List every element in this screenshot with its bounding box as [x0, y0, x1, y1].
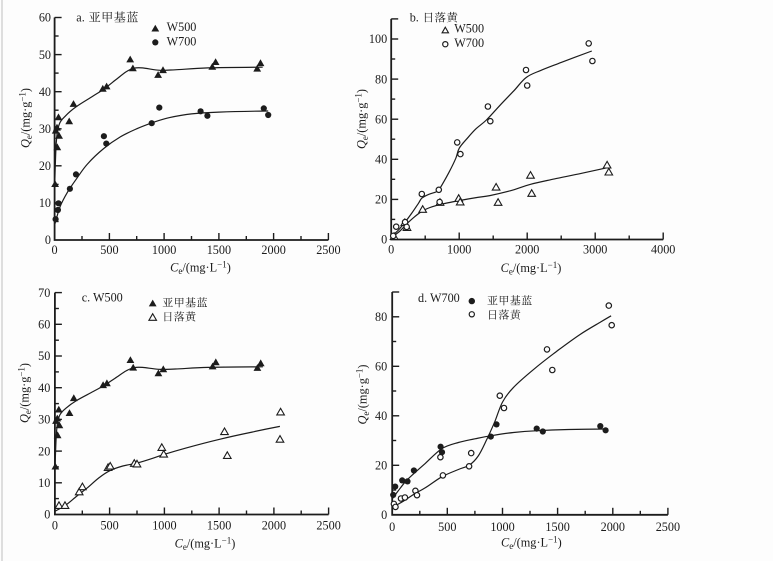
svg-text:2500: 2500 [656, 520, 680, 534]
svg-text:20: 20 [375, 459, 387, 473]
svg-text:60: 60 [39, 11, 51, 25]
svg-text:2000: 2000 [261, 243, 285, 257]
svg-text:2500: 2500 [316, 243, 340, 257]
svg-text:Qe/(mg·g−1): Qe/(mg·g−1) [17, 88, 34, 148]
svg-text:80: 80 [375, 72, 387, 86]
svg-text:0: 0 [52, 519, 58, 533]
svg-text:20: 20 [39, 159, 51, 173]
svg-text:1000: 1000 [447, 243, 471, 257]
svg-text:W700: W700 [167, 35, 197, 49]
svg-text:Ce/(mg·L−1): Ce/(mg·L−1) [175, 535, 236, 552]
svg-text:Ce/(mg·L−1): Ce/(mg·L−1) [501, 534, 562, 551]
svg-text:10: 10 [39, 196, 51, 210]
svg-text:40: 40 [39, 85, 51, 99]
svg-text:W500: W500 [167, 20, 197, 34]
svg-text:0: 0 [45, 233, 51, 247]
svg-text:d. W700: d. W700 [418, 291, 460, 305]
svg-text:0: 0 [388, 243, 394, 257]
svg-text:500: 500 [100, 519, 118, 533]
svg-text:c. W500: c. W500 [82, 291, 123, 305]
svg-text:60: 60 [38, 318, 50, 332]
svg-text:1500: 1500 [545, 520, 569, 534]
svg-text:Qe/(mg·g−1): Qe/(mg·g−1) [353, 89, 370, 149]
svg-text:2000: 2000 [262, 519, 286, 533]
svg-text:60: 60 [375, 112, 387, 126]
svg-text:30: 30 [38, 413, 50, 427]
svg-text:2500: 2500 [316, 519, 340, 533]
svg-text:40: 40 [38, 381, 50, 395]
svg-text:1000: 1000 [490, 520, 514, 534]
svg-text:1000: 1000 [152, 243, 176, 257]
svg-text:4000: 4000 [651, 243, 675, 257]
svg-text:70: 70 [38, 286, 50, 300]
svg-text:Ce/(mg·L−1): Ce/(mg·L−1) [170, 259, 231, 276]
svg-text:b.: b. [410, 11, 419, 25]
svg-text:Qe/(mg·g−1): Qe/(mg·g−1) [16, 363, 33, 423]
svg-text:20: 20 [375, 193, 387, 207]
svg-text:500: 500 [438, 520, 456, 534]
svg-text:50: 50 [39, 48, 51, 62]
svg-text:0: 0 [381, 508, 387, 522]
svg-text:2000: 2000 [515, 243, 539, 257]
svg-text:10: 10 [38, 476, 50, 490]
svg-text:40: 40 [375, 409, 387, 423]
svg-text:80: 80 [375, 310, 387, 324]
svg-text:500: 500 [100, 243, 118, 257]
svg-text:1500: 1500 [207, 243, 231, 257]
svg-text:W500: W500 [454, 21, 484, 35]
svg-text:2000: 2000 [601, 520, 625, 534]
svg-text:W700: W700 [454, 36, 484, 50]
svg-text:Qe/(mg·g−1): Qe/(mg·g−1) [354, 364, 371, 424]
svg-text:20: 20 [38, 444, 50, 458]
svg-text:0: 0 [44, 508, 50, 522]
svg-text:100: 100 [369, 32, 387, 46]
svg-text:40: 40 [375, 153, 387, 167]
svg-text:30: 30 [39, 122, 51, 136]
svg-text:1500: 1500 [207, 519, 231, 533]
svg-text:0: 0 [52, 243, 58, 257]
svg-text:3000: 3000 [583, 243, 607, 257]
svg-text:60: 60 [375, 360, 387, 374]
svg-text:a.: a. [76, 10, 84, 24]
svg-text:0: 0 [381, 233, 387, 247]
svg-text:1000: 1000 [152, 519, 176, 533]
svg-text:Ce/(mg·L−1): Ce/(mg·L−1) [501, 260, 562, 277]
svg-text:50: 50 [38, 349, 50, 363]
svg-text:0: 0 [389, 520, 395, 534]
